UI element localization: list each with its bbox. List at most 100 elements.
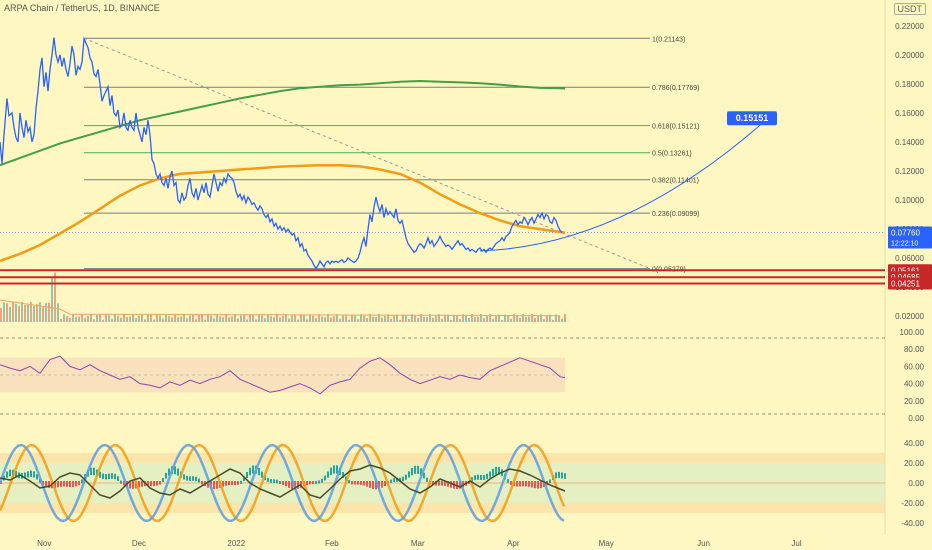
osc-histogram-bar (150, 481, 152, 487)
osc-histogram-bar (489, 471, 491, 478)
osc-histogram-bar (267, 477, 269, 482)
volume-bar (63, 314, 65, 322)
volume-bar (12, 302, 14, 322)
volume-bar (270, 316, 272, 322)
volume-bar (147, 315, 149, 322)
osc-histogram-bar (246, 472, 248, 479)
volume-bar (555, 314, 557, 322)
osc-histogram-bar (93, 467, 95, 476)
osc-histogram-bar (309, 481, 311, 485)
volume-bar (318, 314, 320, 322)
volume-bar (189, 315, 191, 322)
osc-histogram-bar (426, 477, 428, 482)
volume-bar (261, 315, 263, 322)
osc-histogram-bar (57, 481, 59, 488)
volume-bar (414, 315, 416, 322)
osc-histogram-bar (516, 481, 518, 487)
volume-bar (363, 315, 365, 322)
osc-histogram-bar (390, 479, 392, 484)
volume-bar (198, 314, 200, 322)
volume-bar (294, 314, 296, 322)
osc-histogram-bar (306, 481, 308, 486)
volume-bar (516, 316, 518, 322)
volume-bar (174, 314, 176, 322)
volume-bar (288, 318, 290, 322)
osc-histogram-bar (279, 480, 281, 484)
osc-histogram-bar (69, 481, 71, 487)
volume-bar (171, 317, 173, 322)
volume-bar (225, 314, 227, 322)
osc-histogram-bar (420, 468, 422, 476)
osc-lower-band (0, 503, 885, 513)
volume-bar (468, 317, 470, 322)
osc-histogram-bar (357, 481, 359, 485)
volume-bar (69, 317, 71, 322)
volume-bar (459, 318, 461, 322)
osc-histogram-bar (342, 471, 344, 478)
volume-bar (411, 314, 413, 322)
rsi-line (0, 355, 566, 395)
volume-bar (369, 314, 371, 322)
volume-bar (495, 315, 497, 322)
volume-bar (195, 319, 197, 322)
osc-histogram-bar (75, 481, 77, 487)
volume-bar (483, 317, 485, 322)
volume-bar (168, 316, 170, 322)
osc-histogram-bar (480, 474, 482, 480)
target-badge (727, 111, 777, 126)
volume-bar (474, 316, 476, 322)
volume-bar (126, 317, 128, 322)
osc-histogram-bar (261, 471, 263, 478)
volume-bar (489, 314, 491, 322)
osc-histogram-bar (276, 479, 278, 484)
osc-histogram-bar (138, 481, 140, 488)
osc-histogram-bar (240, 480, 242, 484)
volume-bar (228, 317, 230, 322)
volume-bar (357, 319, 359, 322)
osc-histogram-bar (297, 481, 299, 489)
volume-bar (408, 319, 410, 322)
osc-histogram-bar (483, 474, 485, 480)
volume-bar (27, 304, 29, 322)
support-level-badge (888, 277, 932, 290)
volume-bar (327, 314, 329, 322)
volume-bar (21, 302, 23, 322)
currency-badge[interactable]: USDT (893, 3, 926, 15)
y-tick-label: 0.20000 (895, 51, 924, 60)
volume-bar (456, 315, 458, 322)
osc-histogram-bar (234, 481, 236, 486)
osc-histogram-bar (444, 481, 446, 486)
osc-histogram-bar (396, 477, 398, 482)
volume-bar (390, 318, 392, 322)
osc-histogram-bar (549, 479, 551, 483)
support-level-label: 0.05161 (891, 266, 920, 275)
osc-histogram-bar (492, 468, 494, 476)
volume-bar (420, 314, 422, 322)
osc-histogram-bar (486, 473, 488, 480)
x-tick-label: Feb (325, 539, 339, 548)
osc-histogram-bar (321, 478, 323, 483)
volume-bar (321, 316, 323, 322)
osc-histogram-bar (147, 481, 149, 486)
volume-bar (306, 319, 308, 322)
x-tick-label: Jul (791, 539, 801, 548)
osc-histogram-bar (258, 467, 260, 476)
volume-bar (528, 316, 530, 322)
volume-bar (222, 317, 224, 322)
fib-level-label: 0.618(0.15121) (652, 124, 699, 131)
osc-histogram-bar (531, 481, 533, 488)
osc-histogram-bar (6, 471, 8, 478)
volume-bar (207, 314, 209, 322)
osc-histogram-bar (384, 481, 386, 487)
volume-bar (387, 314, 389, 322)
osc-histogram-bar (63, 481, 65, 487)
osc-histogram-bar (381, 481, 383, 488)
volume-bar (183, 314, 185, 322)
volume-bar (33, 305, 35, 322)
osc-histogram-bar (45, 481, 47, 487)
osc-histogram-bar (174, 466, 176, 475)
volume-bar (381, 317, 383, 322)
osc-histogram-bar (348, 479, 350, 484)
osc-histogram-bar (507, 479, 509, 483)
